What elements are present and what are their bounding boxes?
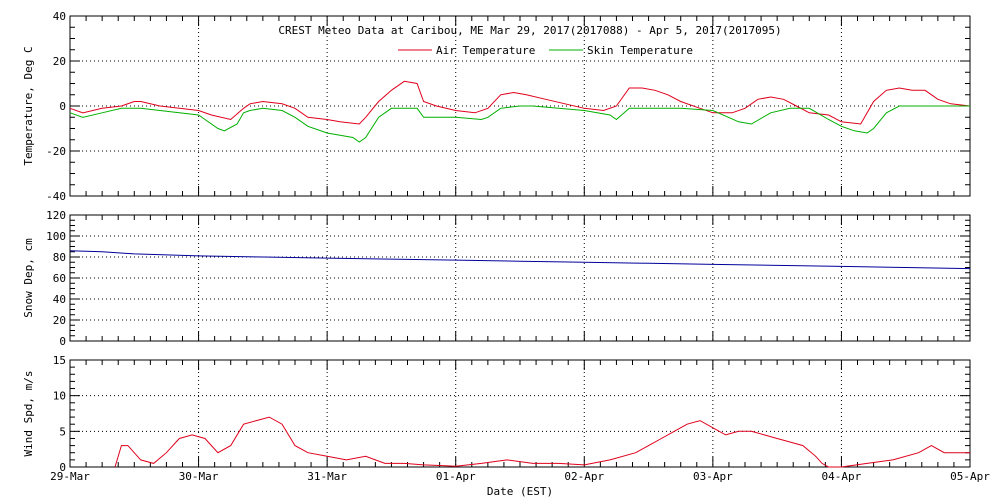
legend: Air Temperature Skin Temperature bbox=[398, 44, 693, 57]
x-tick-label: 29-Mar bbox=[50, 470, 90, 483]
series-line-air-temperature bbox=[69, 80, 971, 125]
y-tick-label: -20 bbox=[46, 145, 66, 158]
y-tick-label: 40 bbox=[53, 293, 66, 306]
y-tick-label: -40 bbox=[46, 190, 66, 203]
x-tick-label: 03-Apr bbox=[693, 470, 733, 483]
series-line-snow-depth bbox=[69, 250, 971, 270]
legend-skin-label: Skin Temperature bbox=[587, 44, 693, 57]
y-tick-label: 0 bbox=[59, 335, 66, 348]
x-axis-label: Date (EST) bbox=[487, 485, 553, 498]
x-tick-label: 04-Apr bbox=[822, 470, 862, 483]
y-tick-label: 60 bbox=[53, 272, 66, 285]
panel-1: 120 100 80 60 40 20 0 Snow Dep, cm bbox=[22, 209, 971, 348]
panel-0: 40 20 0 -20 -40 Temperature, Deg C bbox=[22, 10, 971, 203]
y-tick-label: 0 bbox=[59, 100, 66, 113]
panel-2: 15 10 5 0 Wind Spd, m/s bbox=[22, 354, 971, 474]
y-axis-label: Temperature, Deg C bbox=[22, 46, 35, 165]
x-tick-label: 01-Apr bbox=[436, 470, 476, 483]
y-tick-label: 20 bbox=[53, 314, 66, 327]
y-tick-label: 40 bbox=[53, 10, 66, 23]
chart-title: CREST Meteo Data at Caribou, ME Mar 29, … bbox=[278, 24, 781, 37]
panel-frame bbox=[69, 359, 971, 468]
series-line-skin-temperature bbox=[69, 105, 970, 143]
x-tick-label: 02-Apr bbox=[564, 470, 604, 483]
y-tick-label: 0 bbox=[59, 461, 66, 474]
x-tick-label: 31-Mar bbox=[307, 470, 347, 483]
y-tick-label: 100 bbox=[46, 230, 66, 243]
legend-air-label: Air Temperature bbox=[436, 44, 535, 57]
y-tick-label: 10 bbox=[53, 390, 66, 403]
y-tick-label: 20 bbox=[53, 55, 66, 68]
y-axis-label: Wind Spd, m/s bbox=[22, 370, 35, 456]
y-tick-label: 80 bbox=[53, 251, 66, 264]
series-line-wind-speed bbox=[114, 416, 970, 468]
y-tick-label: 5 bbox=[59, 425, 66, 438]
y-tick-label: 15 bbox=[53, 354, 66, 367]
y-tick-label: 120 bbox=[46, 209, 66, 222]
x-axis-tick-labels: 29-Mar 30-Mar 31-Mar 01-Apr 02-Apr 03-Apr 04-A… bbox=[50, 470, 990, 483]
x-tick-label: 30-Mar bbox=[179, 470, 219, 483]
x-tick-label: 05-Apr bbox=[950, 470, 990, 483]
y-axis-label: Snow Dep, cm bbox=[22, 238, 35, 318]
